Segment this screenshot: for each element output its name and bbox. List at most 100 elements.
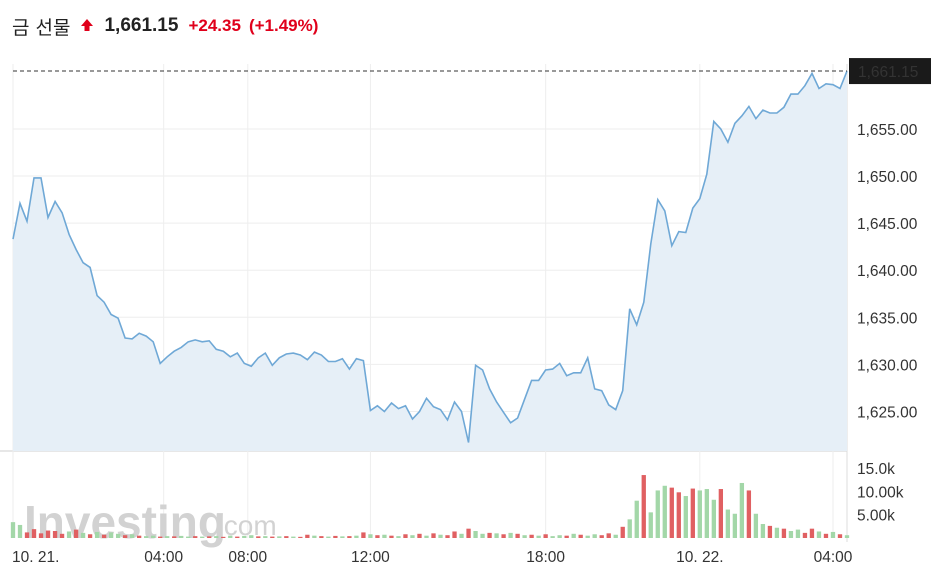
volume-bar <box>115 533 121 538</box>
volume-bar <box>207 536 212 538</box>
volume-bar <box>52 531 58 538</box>
price-change-percent: (+1.49%) <box>248 16 319 35</box>
volume-bar <box>73 529 79 538</box>
volume-bar <box>214 536 219 538</box>
volume-bar <box>536 535 541 538</box>
volume-bar <box>431 533 436 538</box>
volume-bar <box>571 533 576 538</box>
volume-bar <box>38 533 44 538</box>
volume-bar <box>676 492 681 538</box>
volume-bar <box>389 535 394 538</box>
volume-bar <box>228 535 233 538</box>
volume-bar <box>270 536 275 538</box>
volume-bar <box>592 534 597 538</box>
volume-bar <box>830 531 836 538</box>
volume-bar <box>655 490 660 538</box>
volume-bar <box>326 536 331 538</box>
volume-bar <box>80 532 86 538</box>
volume-bar <box>129 534 135 538</box>
volume-bar <box>417 533 422 538</box>
arrow-up-icon <box>80 18 94 32</box>
volume-bar <box>263 536 268 538</box>
last-price-label-bg <box>849 58 931 85</box>
volume-bar <box>403 534 408 538</box>
volume-bar <box>375 535 380 538</box>
volume-bar <box>333 535 338 538</box>
volume-bar <box>550 536 555 538</box>
volume-axis: 5.00k 10.00k 15.0k <box>857 461 904 525</box>
volume-bar <box>480 533 485 538</box>
volume-bar <box>725 509 731 538</box>
time-axis: 10. 21. 04:00 08:00 12:00 18:00 10. 22. 04:00 <box>12 549 853 566</box>
volume-bar <box>753 513 759 538</box>
last-price: 1,661.15 <box>104 15 179 36</box>
volume-bar <box>305 534 310 538</box>
volume-bar <box>165 536 170 538</box>
volume-bar <box>459 533 464 538</box>
volume-bar <box>277 536 282 538</box>
volume-bar <box>108 532 114 538</box>
volume-bar <box>606 533 611 538</box>
volume-bar <box>823 533 829 538</box>
volume-bar <box>136 535 142 538</box>
volume-bar <box>564 535 569 538</box>
volume-bar <box>781 528 787 538</box>
time-tick-label: 12:00 <box>351 549 390 566</box>
time-tick-label: 08:00 <box>228 549 267 566</box>
time-tick-label: 04:00 <box>144 549 183 566</box>
volume-bar <box>291 536 296 538</box>
volume-bar <box>122 535 128 538</box>
volume-bar <box>662 485 667 538</box>
volume-bar <box>66 531 72 538</box>
volume-bar <box>347 536 352 538</box>
volume-bar <box>410 535 415 538</box>
price-tick-label: 1,630.00 <box>857 357 918 374</box>
watermark-brand: Investing <box>24 496 226 548</box>
volume-bar <box>641 475 646 538</box>
price-tick-label: 1,625.00 <box>857 404 918 421</box>
volume-bar <box>445 535 450 538</box>
volume-bar <box>144 536 149 538</box>
volume-bar <box>543 534 548 538</box>
volume-tick-label: 5.00k <box>857 508 895 525</box>
volume-tick-label: 10.00k <box>857 484 904 501</box>
time-tick-label: 10. 22. <box>676 549 723 566</box>
volume-bar <box>844 535 850 538</box>
volume-bar <box>473 531 478 538</box>
volume-bar <box>101 534 107 538</box>
volume-bar <box>599 535 604 538</box>
price-line <box>12 70 848 443</box>
volume-bar <box>837 534 843 538</box>
price-tick-label: 1,645.00 <box>857 216 918 233</box>
volume-bar <box>298 536 303 538</box>
volume-bar <box>235 536 240 538</box>
price-change: +24.35 <box>188 16 241 35</box>
volume-bar <box>620 526 625 538</box>
watermark-suffix: .com <box>216 510 277 541</box>
volume-bar <box>284 536 289 538</box>
volume-bar <box>816 531 822 538</box>
volume-bar <box>634 500 639 538</box>
volume-bar <box>648 512 653 538</box>
investing-watermark: Investing .com <box>24 496 277 548</box>
volume-bar <box>24 532 30 538</box>
volume-bar <box>788 531 794 538</box>
volume-bar <box>718 489 724 538</box>
volume-bar <box>45 530 51 538</box>
price-tick-label: 1,635.00 <box>857 310 918 327</box>
price-tick-label: 1,650.00 <box>857 169 918 186</box>
price-area <box>13 71 847 451</box>
volume-bar <box>809 528 815 538</box>
volume-bar <box>774 527 780 538</box>
price-axis: 1,625.00 1,630.00 1,635.00 1,640.00 1,645.00… <box>857 122 918 421</box>
volume-bar <box>704 489 709 538</box>
volume-bar <box>179 535 184 538</box>
volume-bar <box>354 535 359 538</box>
volume-bar <box>508 532 513 538</box>
volume-bar <box>438 534 443 538</box>
time-tick-label: 04:00 <box>814 549 853 566</box>
volume-bar <box>795 529 801 538</box>
last-price-label: 1,661.15 <box>849 58 931 85</box>
volume-bar <box>732 513 738 538</box>
